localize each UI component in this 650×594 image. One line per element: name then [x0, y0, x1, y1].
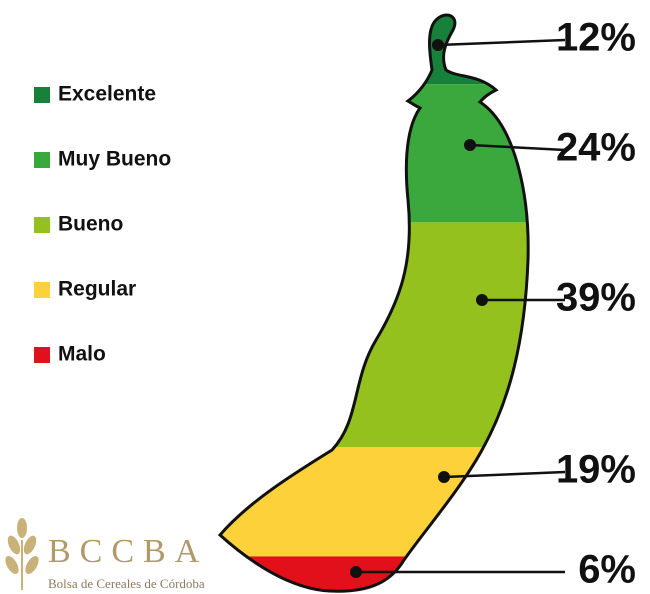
legend-label: Regular	[58, 278, 136, 301]
value-label: 24%	[556, 126, 636, 170]
legend-label: Excelente	[58, 83, 156, 106]
band	[220, 84, 529, 223]
legend-label: Bueno	[58, 213, 123, 236]
dot	[464, 139, 476, 151]
value-labels: 12% 24% 39% 19% 6%	[350, 16, 636, 592]
leader-line	[469, 143, 566, 152]
leader-line	[443, 470, 566, 479]
band	[220, 15, 529, 85]
legend-label: Malo	[58, 343, 106, 366]
band	[220, 447, 529, 557]
leader-line	[437, 38, 566, 47]
value-label: 39%	[556, 276, 636, 320]
dot	[476, 294, 488, 306]
legend-swatch	[34, 282, 50, 298]
legend-swatch	[34, 87, 50, 103]
legend-swatch	[34, 217, 50, 233]
logo-icon	[5, 518, 39, 590]
legend: Excelente Muy Bueno Bueno Regular Malo	[34, 83, 171, 366]
legend-label: Muy Bueno	[58, 148, 171, 171]
legend-swatch	[34, 347, 50, 363]
band	[220, 222, 529, 447]
dot	[350, 566, 362, 578]
logo-name: BCCBA	[48, 533, 208, 570]
value-label: 12%	[556, 16, 636, 60]
legend-swatch	[34, 152, 50, 168]
value-label: 6%	[578, 548, 636, 592]
dot	[438, 471, 450, 483]
logo: BCCBA Bolsa de Cereales de Córdoba	[5, 518, 208, 591]
dot	[432, 39, 444, 51]
logo-subtitle: Bolsa de Cereales de Córdoba	[48, 576, 205, 591]
value-label: 19%	[556, 448, 636, 492]
